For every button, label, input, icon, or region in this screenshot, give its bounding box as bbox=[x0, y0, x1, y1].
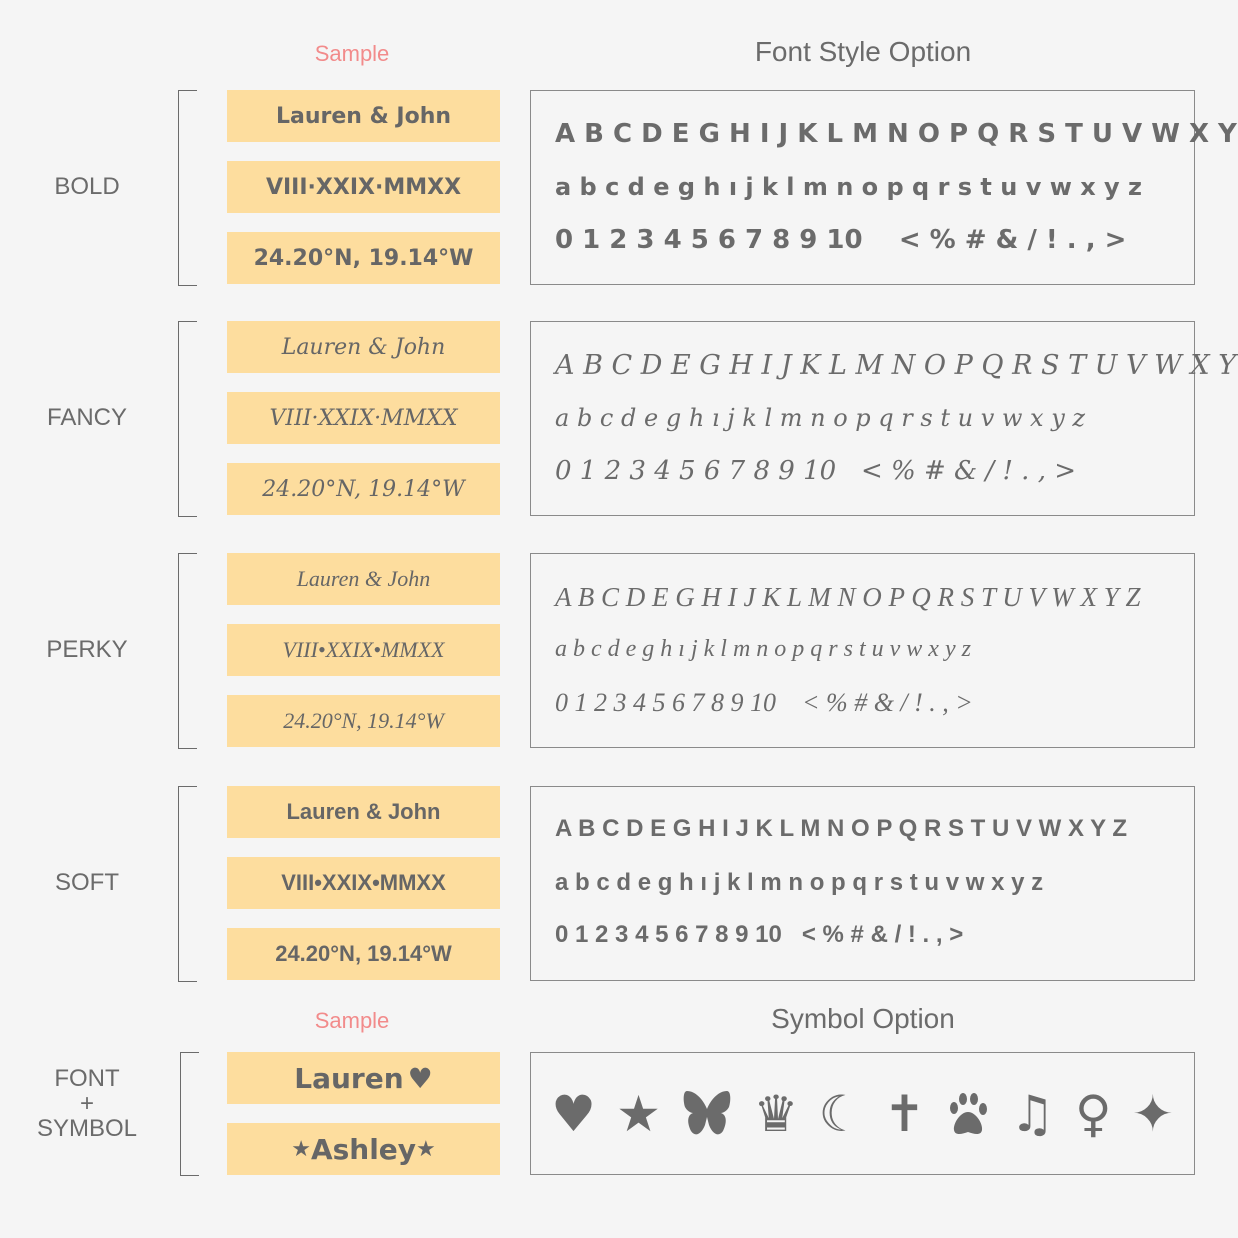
group-label-soft: SOFT bbox=[55, 869, 119, 896]
sample-box: Lauren & John bbox=[227, 786, 500, 838]
sample-box: Lauren & John bbox=[227, 90, 500, 142]
bracket bbox=[178, 786, 197, 982]
font-style-header: Font Style Option bbox=[754, 36, 972, 67]
lowercase-row: a b c d e g h ı j k l m n o p q r s t u … bbox=[555, 636, 971, 662]
bracket bbox=[178, 321, 197, 517]
label-line: + bbox=[79, 1090, 94, 1118]
sample-text: Lauren bbox=[294, 1061, 404, 1095]
sample-box: 24.20°N, 19.14°W bbox=[227, 232, 500, 284]
label-line: SYMBOL bbox=[36, 1115, 138, 1143]
moon-icon: ☾ bbox=[818, 1084, 864, 1143]
sample-box: VIII·XXIX·MMXX bbox=[227, 392, 500, 444]
font-panel-perky: A B C D E G H I J K L M N O P Q R S T U … bbox=[530, 553, 1195, 748]
uppercase-row: A B C D E G H I J K L M N O P Q R S T U … bbox=[555, 119, 1238, 149]
symbol-panel: ♥ ★ ♛ ☾ ✝ ♫ ♀ ✦ bbox=[530, 1052, 1195, 1175]
heart-icon: ♥ bbox=[407, 1061, 433, 1095]
paw-icon bbox=[946, 1092, 990, 1136]
sample-box: VIII•XXIX•MMXX bbox=[227, 857, 500, 909]
sample-box: 24.20°N, 19.14°W bbox=[227, 695, 500, 747]
digits-row: 0 1 2 3 4 5 6 7 8 9 10 < % # & / ! . , > bbox=[555, 225, 1127, 255]
sample-box: 24.20°N, 19.14°W bbox=[227, 463, 500, 515]
font-symbol-label: FONT + SYMBOL bbox=[2, 1066, 172, 1142]
symbol-header: Symbol Option bbox=[771, 1003, 955, 1034]
symbol-row: ♥ ★ ♛ ☾ ✝ ♫ ♀ ✦ bbox=[531, 1053, 1194, 1174]
uppercase-row: A B C D E G H I J K L M N O P Q R S T U … bbox=[555, 350, 1238, 381]
bracket bbox=[178, 553, 197, 749]
group-label-perky: PERKY bbox=[46, 636, 128, 663]
uppercase-row: A B C D E G H I J K L M N O P Q R S T U … bbox=[555, 815, 1128, 842]
lowercase-row: a b c d e g h ı j k l m n o p q r s t u … bbox=[555, 404, 1086, 432]
group-label-fancy: FANCY bbox=[46, 404, 127, 431]
sparkle-icon: ✦ bbox=[1131, 1084, 1174, 1143]
star-icon: ★ bbox=[616, 1084, 661, 1143]
group-label-bold: BOLD bbox=[54, 173, 120, 200]
bracket bbox=[178, 90, 197, 286]
label-line: FONT bbox=[54, 1065, 120, 1092]
sample-box: Lauren & John bbox=[227, 553, 500, 605]
heart-icon: ♥ bbox=[551, 1084, 596, 1143]
sample-text: Ashley bbox=[310, 1132, 417, 1166]
digits-row: 0 1 2 3 4 5 6 7 8 9 10 < % # & / ! . , > bbox=[555, 921, 964, 948]
font-panel-fancy: A B C D E G H I J K L M N O P Q R S T U … bbox=[530, 321, 1236, 516]
star-icon: ★ bbox=[416, 1136, 436, 1162]
font-panel-soft: A B C D E G H I J K L M N O P Q R S T U … bbox=[530, 786, 1195, 981]
sample-box: Lauren & John bbox=[227, 321, 500, 373]
lowercase-row: a b c d e g h ı j k l m n o p q r s t u … bbox=[555, 869, 1044, 896]
star-icon: ★ bbox=[291, 1136, 311, 1162]
sample-box: 24.20°N, 19.14°W bbox=[227, 928, 500, 980]
butterfly-icon bbox=[681, 1090, 733, 1137]
digits-row: 0 1 2 3 4 5 6 7 8 9 10 < % # & / ! . , > bbox=[555, 688, 973, 717]
cross-icon: ✝ bbox=[883, 1084, 926, 1143]
lowercase-row: a b c d e g h ı j k l m n o p q r s t u … bbox=[555, 173, 1143, 201]
music-note-icon: ♫ bbox=[1009, 1084, 1055, 1143]
symbol-sample-box: ★ Ashley ★ bbox=[227, 1123, 500, 1175]
crown-icon: ♛ bbox=[753, 1084, 799, 1143]
digits-row: 0 1 2 3 4 5 6 7 8 9 10 < % # & / ! . , > bbox=[555, 456, 1077, 486]
sample-box: VIII·XXIX·MMXX bbox=[227, 161, 500, 213]
sample-box: VIII•XXIX•MMXX bbox=[227, 624, 500, 676]
font-panel-bold: A B C D E G H I J K L M N O P Q R S T U … bbox=[530, 90, 1237, 285]
female-icon: ♀ bbox=[1075, 1084, 1112, 1143]
sample-header: Sample bbox=[314, 41, 390, 66]
uppercase-row: A B C D E G H I J K L M N O P Q R S T U … bbox=[555, 582, 1141, 612]
bracket bbox=[180, 1052, 199, 1176]
sample-header-2: Sample bbox=[314, 1008, 390, 1033]
symbol-sample-box: Lauren ♥ bbox=[227, 1052, 500, 1104]
